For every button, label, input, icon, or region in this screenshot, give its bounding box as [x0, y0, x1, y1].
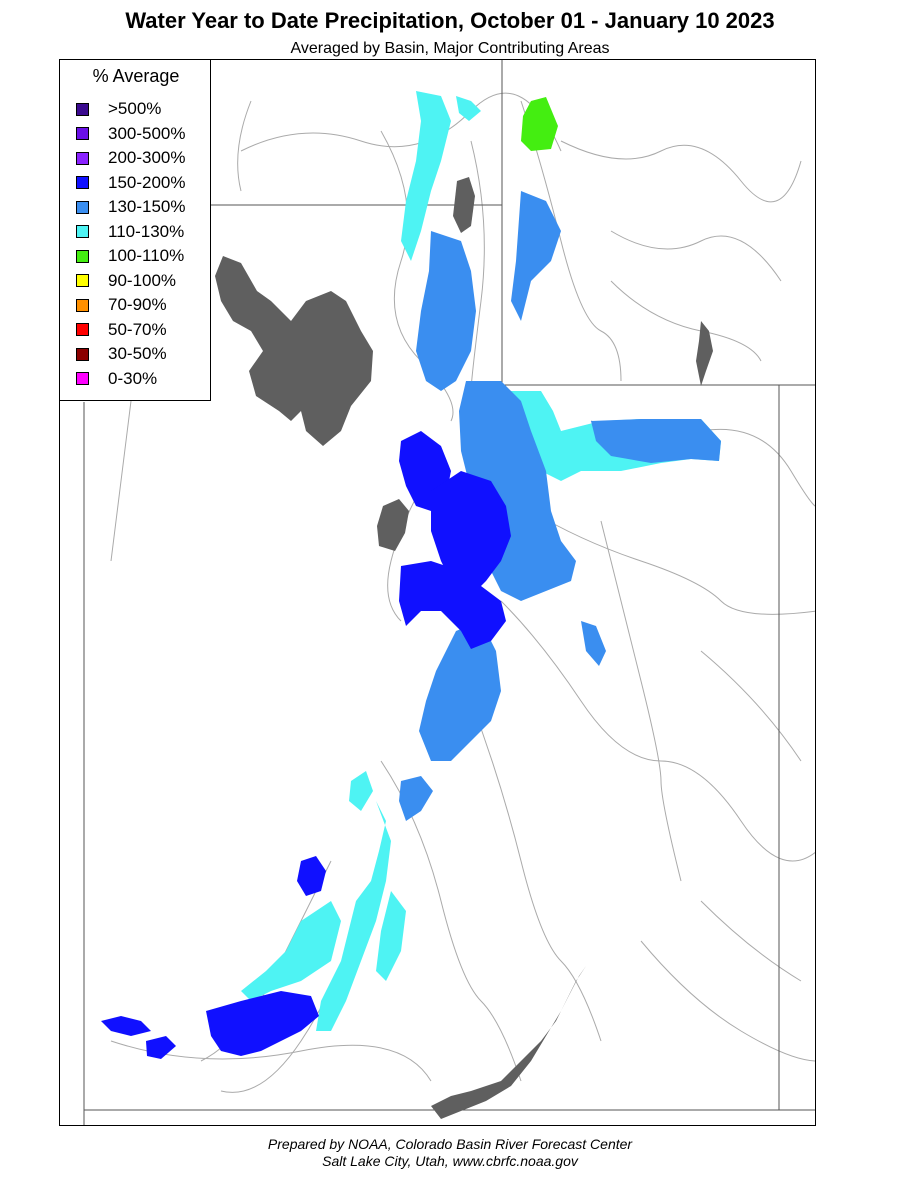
flaming-gorge — [696, 321, 713, 386]
legend-label: 0-30% — [108, 368, 158, 388]
utah-basin-map — [83, 60, 815, 1125]
legend-swatch — [76, 372, 89, 385]
legend-swatch — [76, 151, 89, 165]
legend-swatch — [76, 225, 89, 238]
bear-lake — [453, 177, 475, 233]
legend-label: 150-200% — [108, 172, 186, 192]
legend-label: 300-500% — [108, 123, 186, 143]
legend-item-0-30: 0-30% — [76, 369, 157, 389]
legend-swatch — [76, 347, 89, 361]
lakes — [215, 177, 713, 1119]
legend-label: 90-100% — [108, 270, 177, 290]
map-subtitle: Averaged by Basin, Major Contributing Ar… — [290, 40, 610, 57]
legend-item-150-200: 150-200% — [76, 173, 186, 193]
legend-label: >500% — [108, 99, 162, 118]
legend-swatch — [76, 298, 89, 312]
legend-label: 70-90% — [108, 295, 167, 314]
legend-swatch — [76, 176, 89, 189]
legend-item-50-70: 50-70% — [76, 320, 167, 340]
legend-label: 200-300% — [108, 148, 186, 167]
legend-title: % Average — [92, 66, 180, 86]
map-title: Water Year to Date Precipitation, Octobe… — [125, 8, 775, 33]
legend-label: 110-130% — [108, 221, 185, 241]
legend-label: 50-70% — [108, 319, 167, 339]
legend-item-110-130: 110-130% — [76, 222, 184, 242]
legend-swatch — [76, 200, 89, 214]
legend-label: 100-110% — [108, 246, 185, 265]
legend-label: 130-150% — [108, 197, 186, 216]
utah-lake — [377, 499, 409, 551]
great-salt-lake — [215, 256, 373, 446]
footer-credit: Prepared by NOAA, Colorado Basin River F… — [0, 1136, 900, 1170]
map-area[interactable]: % Average >500% 300-500% 200-300% 150-20… — [59, 59, 816, 1126]
legend-item-gt500: >500% — [76, 99, 161, 119]
legend-item-90-100: 90-100% — [76, 271, 176, 291]
basin-150-200 — [101, 431, 511, 1059]
legend-item-300-500: 300-500% — [76, 124, 186, 144]
legend-swatch — [76, 249, 89, 263]
legend-item-70-90: 70-90% — [76, 295, 167, 315]
legend-swatch — [76, 102, 89, 116]
legend-item-200-300: 200-300% — [76, 148, 186, 168]
legend-swatch — [76, 323, 89, 336]
legend-label: 30-50% — [108, 344, 167, 363]
footer-line-2: Salt Lake City, Utah, www.cbrfc.noaa.gov — [322, 1153, 578, 1169]
footer-line-1: Prepared by NOAA, Colorado Basin River F… — [267, 1136, 633, 1152]
legend-item-130-150: 130-150% — [76, 197, 186, 217]
legend-swatch — [76, 274, 89, 287]
legend-panel: % Average >500% 300-500% 200-300% 150-20… — [60, 60, 211, 401]
basin-100-110 — [521, 97, 558, 151]
legend-item-100-110: 100-110% — [76, 246, 184, 266]
legend-item-30-50: 30-50% — [76, 344, 167, 364]
lake-powell — [431, 966, 586, 1119]
legend-swatch — [76, 127, 89, 140]
